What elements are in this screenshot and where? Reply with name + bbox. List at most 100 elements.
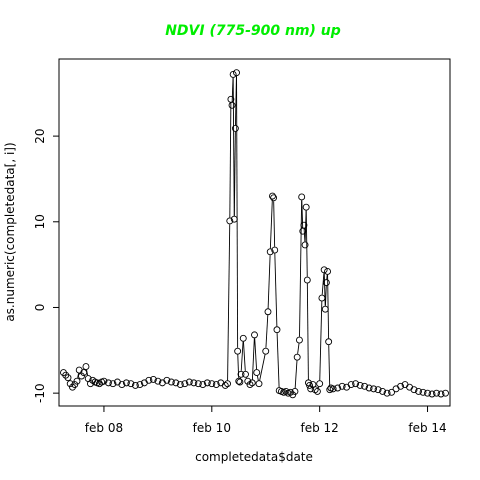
data-point	[251, 331, 258, 339]
data-point	[343, 383, 351, 391]
data-point	[118, 381, 126, 389]
data-point	[237, 370, 245, 378]
series-segment	[254, 338, 257, 370]
series-segment	[251, 338, 255, 380]
data-point	[233, 69, 240, 77]
data-point	[122, 379, 130, 387]
data-point	[194, 380, 202, 388]
data-point	[282, 387, 290, 395]
data-point	[303, 276, 311, 284]
data-point	[289, 391, 297, 399]
data-point	[71, 381, 79, 389]
data-point	[253, 369, 261, 377]
data-point	[428, 390, 436, 398]
data-point	[190, 379, 198, 387]
data-point	[109, 380, 117, 388]
series-segment	[259, 354, 266, 381]
data-point	[172, 379, 180, 387]
data-point	[306, 381, 314, 389]
data-point	[388, 388, 396, 396]
data-point	[318, 294, 326, 302]
data-point	[325, 338, 333, 346]
data-point	[437, 390, 445, 398]
data-point	[311, 386, 319, 394]
data-point	[228, 101, 236, 109]
data-point	[75, 366, 83, 374]
series-segment	[306, 283, 309, 380]
chart-title: NDVI (775-900 nm) up	[165, 23, 341, 39]
data-point	[374, 386, 382, 394]
data-point	[307, 385, 315, 393]
series-segment	[297, 343, 300, 354]
y-tick-label: 20	[33, 128, 47, 143]
series-segment	[299, 200, 303, 337]
data-point	[324, 268, 331, 275]
series-segment	[233, 131, 236, 216]
data-point	[424, 389, 431, 397]
data-point	[406, 383, 414, 391]
series-segment	[267, 255, 271, 309]
series-segment	[324, 286, 327, 306]
series-segment	[269, 199, 273, 249]
series-segment	[229, 102, 232, 218]
data-point	[273, 326, 281, 334]
series-segment	[236, 76, 239, 348]
series-segment	[305, 210, 308, 277]
data-point	[136, 381, 144, 389]
series-segment	[301, 200, 304, 228]
data-point	[248, 379, 256, 387]
series-segment	[273, 201, 276, 247]
data-point	[154, 377, 162, 385]
series-segment	[328, 345, 331, 387]
data-point	[167, 378, 175, 386]
series-segment	[303, 228, 306, 242]
data-point	[264, 308, 272, 316]
data-point	[271, 246, 279, 254]
data-point	[442, 389, 449, 397]
data-point	[322, 279, 330, 287]
data-point	[80, 369, 88, 377]
data-point	[239, 334, 247, 342]
plot-frame	[58, 58, 451, 407]
data-point	[361, 382, 369, 390]
data-point	[221, 381, 229, 389]
x-axis: feb 08 feb 10 feb 12 feb 14	[85, 406, 447, 435]
data-point	[269, 192, 276, 200]
data-point	[78, 372, 85, 380]
series-segment	[227, 224, 231, 381]
data-point	[291, 387, 299, 395]
data-point	[82, 363, 90, 371]
data-point	[370, 385, 378, 393]
data-point	[301, 241, 309, 249]
series-segment	[240, 341, 244, 371]
data-point	[87, 380, 94, 388]
data-point	[208, 380, 216, 388]
y-tick-label: -10	[33, 383, 47, 403]
data-point	[320, 266, 328, 274]
series-segment	[321, 273, 325, 295]
data-point	[321, 305, 329, 313]
data-point	[66, 380, 74, 388]
x-tick-label: feb 12	[301, 421, 339, 435]
data-point	[419, 388, 427, 396]
data-point	[334, 384, 342, 392]
data-point	[347, 381, 355, 389]
data-point	[298, 193, 306, 201]
data-point	[64, 374, 72, 382]
x-tick-label: feb 14	[408, 421, 446, 435]
series-segment	[276, 333, 280, 388]
data-point	[410, 386, 418, 394]
data-point	[383, 389, 391, 397]
data-point	[230, 215, 238, 223]
x-axis-label: completedata$date	[195, 450, 313, 464]
data-point	[176, 381, 184, 389]
data-point	[313, 387, 321, 395]
data-point	[266, 248, 274, 256]
data-point	[127, 380, 135, 388]
data-point	[229, 70, 237, 78]
data-point	[329, 385, 337, 393]
series-segment	[319, 301, 323, 381]
data-point	[145, 376, 153, 384]
data-point	[199, 381, 207, 389]
